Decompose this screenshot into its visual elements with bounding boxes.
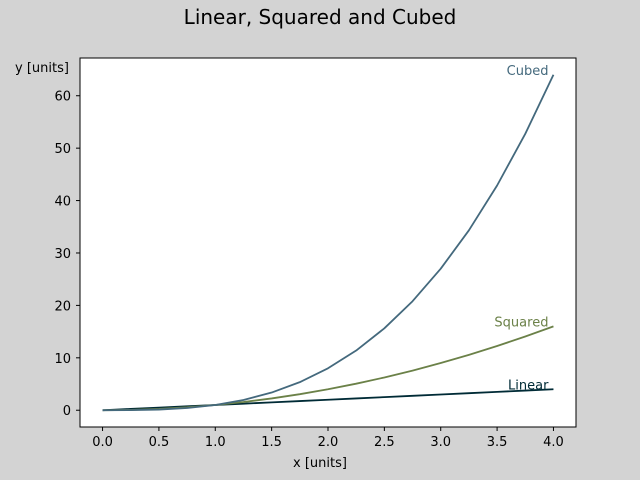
x-tick-label: 2.5 [374,435,395,450]
x-tick-label: 1.0 [205,435,226,450]
x-tick-label: 2.0 [318,435,339,450]
series-label-cubed: Cubed [507,64,549,79]
x-axis-label: x [units] [293,456,347,471]
y-tick-label: 30 [54,247,71,262]
plot-area [80,58,576,427]
axis-ticks: 0.0 0.5 1.0 1.5 2.0 2.5 3.0 3.5 4.0 0 10 20 30 40 50 60 [54,90,563,450]
plot-frame [79,57,577,428]
chart-title: Linear, Squared and Cubed [184,5,457,29]
x-tick-label: 3.5 [487,435,508,450]
series-label-linear: Linear [508,378,549,393]
y-tick-label: 60 [54,90,71,105]
y-tick-label: 10 [54,352,71,367]
x-tick-label: 4.0 [543,435,564,450]
y-tick-label: 0 [63,404,71,419]
x-tick-label: 0.5 [149,435,170,450]
y-tick-label: 20 [54,299,71,314]
y-tick-label: 40 [54,195,71,210]
series-line-cubed [102,74,555,412]
series-label-squared: Squared [494,315,548,330]
x-tick-label: 3.0 [430,435,451,450]
x-tick-label: 0.0 [92,435,113,450]
series-labels: Linear Squared Cubed [494,64,549,393]
x-tick-label: 1.5 [261,435,282,450]
y-axis-label: y [units] [15,61,69,76]
series-line-linear [102,388,554,412]
series-lines [102,74,555,412]
y-tick-label: 50 [54,142,71,157]
